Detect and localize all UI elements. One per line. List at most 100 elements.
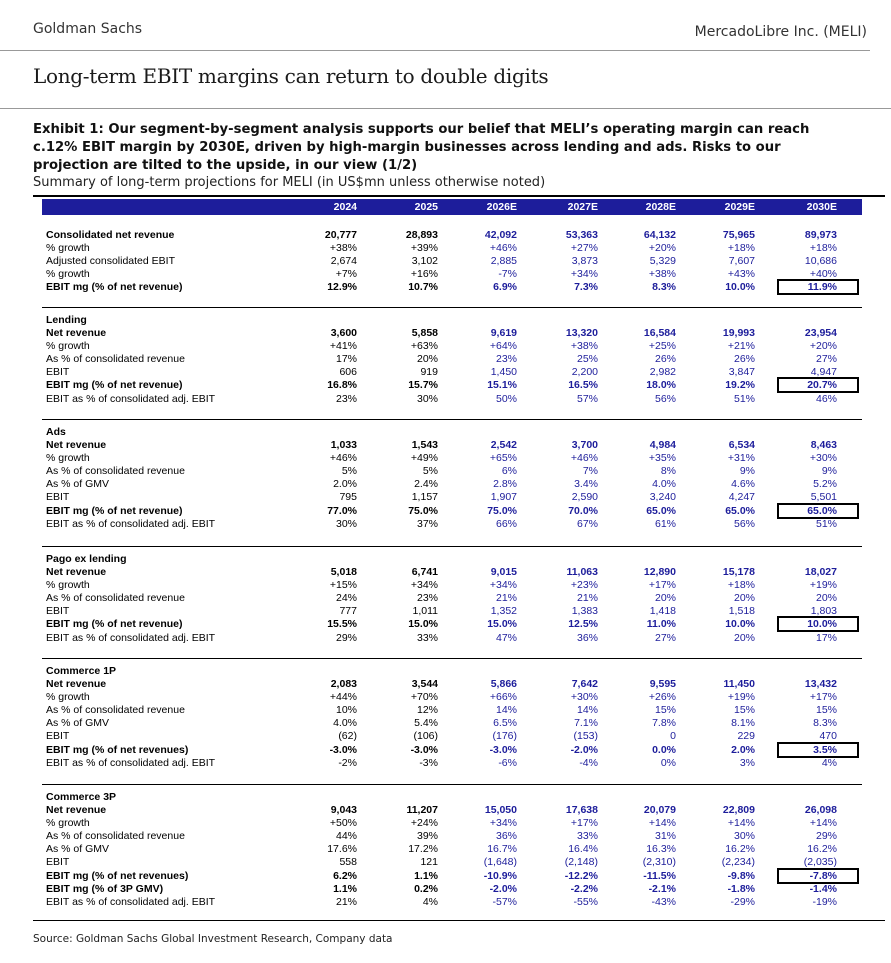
table-cell: +63% — [410, 340, 438, 353]
table-cell: +70% — [410, 691, 438, 704]
table-cell: +38% — [329, 242, 357, 255]
row-label: % growth — [46, 340, 90, 353]
section-divider — [42, 307, 862, 308]
table-bottom-rule — [33, 920, 885, 921]
table-cell: 19,993 — [722, 327, 755, 339]
table-cell: 1,352 — [490, 605, 517, 618]
table-cell: -3.0% — [489, 743, 517, 756]
table-row: Consolidated net revenue 20,777 28,893 42,0… — [42, 229, 862, 242]
table-cell: +16% — [410, 268, 438, 281]
table-cell: 5,858 — [411, 327, 438, 339]
table-cell: 7.3% — [574, 281, 598, 294]
row-label: EBIT — [46, 856, 70, 869]
table-row: EBIT mg (% of net revenue) 16.8% 15.7% 15.1… — [42, 379, 862, 392]
table-cell: 3% — [739, 756, 755, 769]
section-title: Ads — [42, 425, 862, 439]
table-cell: 20% — [815, 592, 837, 605]
table-row: EBIT as % of consolidated adj. EBIT -2% -3… — [42, 757, 862, 770]
table-cell: 5.4% — [414, 717, 438, 730]
table-cell: +41% — [329, 340, 357, 353]
row-label: Net revenue — [46, 804, 107, 816]
table-cell: +18% — [727, 579, 755, 592]
table-cell: +17% — [648, 579, 676, 592]
table-cell: 3,240 — [649, 491, 676, 504]
table-cell: -43% — [651, 895, 676, 908]
table-cell: +38% — [648, 268, 676, 281]
report-header: Goldman Sachs MercadoLibre Inc. (MELI) — [0, 0, 891, 50]
table-row: Net revenue 9,043 11,207 15,050 17,638 20,079… — [42, 804, 862, 817]
table-row: EBIT 606 919 1,450 2,200 2,982 3,847 4,947 — [42, 366, 862, 379]
row-label: % growth — [46, 268, 90, 281]
table-cell: 65.0% — [807, 504, 837, 517]
table-cell: 9,595 — [649, 678, 676, 690]
table-row: EBIT mg (% of net revenue) 77.0% 75.0% 75.0… — [42, 505, 862, 518]
table-cell: 67% — [576, 517, 598, 530]
highlight-box — [777, 741, 859, 758]
table-cell: 2.4% — [414, 478, 438, 491]
table-header-row: 2024 2025 2026E 2027E 2028E 2029E 2030E — [42, 199, 862, 215]
table-cell: +35% — [648, 452, 676, 465]
table-cell: 26% — [654, 353, 676, 366]
table-cell: -29% — [730, 895, 755, 908]
table-cell: 1.1% — [333, 882, 357, 895]
table-cell: -3.0% — [329, 743, 357, 756]
table-cell: 5,018 — [330, 566, 357, 578]
header-divider — [0, 50, 870, 51]
table-cell: 10.0% — [725, 618, 755, 631]
table-row: EBIT mg (% of net revenue) 15.5% 15.0% 15.0… — [42, 618, 862, 631]
table-cell: +17% — [570, 817, 598, 830]
row-label: EBIT mg (% of 3P GMV) — [46, 882, 164, 895]
column-header-2027e: 2027E — [567, 201, 598, 213]
table-cell: 4,247 — [728, 491, 755, 504]
row-label: EBIT mg (% of net revenue) — [46, 618, 183, 631]
column-header-2026e: 2026E — [486, 201, 517, 213]
table-cell: 13,320 — [565, 327, 598, 339]
table-cell: +14% — [809, 817, 837, 830]
table-cell: -57% — [492, 895, 517, 908]
table-cell: 4% — [821, 756, 837, 769]
row-label: Net revenue — [46, 566, 107, 578]
table-cell: 16.5% — [568, 379, 598, 392]
section-divider — [42, 784, 862, 785]
table-cell: 17% — [335, 353, 357, 366]
section-title-label: Ads — [46, 426, 66, 438]
table-cell: 65.0% — [646, 504, 676, 517]
row-label: % growth — [46, 452, 90, 465]
table-cell: 50% — [495, 392, 517, 405]
section-title-label: Commerce 1P — [46, 665, 117, 677]
table-cell: 12.9% — [327, 281, 357, 294]
table-cell: +26% — [648, 691, 676, 704]
table-cell: 15% — [654, 704, 676, 717]
table-cell: (153) — [573, 730, 598, 743]
table-cell: -2% — [338, 756, 357, 769]
table-cell: 14% — [495, 704, 517, 717]
row-label: EBIT mg (% of net revenue) — [46, 281, 183, 294]
table-row: EBIT mg (% of 3P GMV) 1.1% 0.2% -2.0% -2.2% -… — [42, 883, 862, 896]
highlight-box — [777, 502, 859, 519]
section-title-label: Commerce 3P — [46, 791, 117, 803]
row-label: As % of GMV — [46, 478, 110, 491]
row-label: EBIT as % of consolidated adj. EBIT — [46, 895, 216, 908]
table-cell: +20% — [809, 340, 837, 353]
table-cell: 7.1% — [574, 717, 598, 730]
table-cell: 6% — [501, 465, 517, 478]
table-cell: 2,590 — [571, 491, 598, 504]
table-cell: 15,050 — [484, 804, 517, 816]
table-cell: 1,157 — [411, 491, 438, 504]
table-cell: 20% — [733, 592, 755, 605]
table-cell: 53,363 — [565, 229, 598, 241]
table-cell: 5% — [341, 465, 357, 478]
table-cell: 3,847 — [728, 366, 755, 379]
table-cell: 919 — [420, 366, 438, 379]
company-name: MercadoLibre Inc. (MELI) — [694, 24, 867, 40]
table-cell: 3.4% — [574, 478, 598, 491]
table-cell: -9.8% — [727, 869, 755, 882]
table-row: % growth +15% +34% +34% +23% +17% +18% +19% — [42, 579, 862, 592]
table-cell: 11.0% — [646, 618, 676, 631]
table-cell: 7.8% — [652, 717, 676, 730]
exhibit-subtitle: Summary of long-term projections for MEL… — [33, 175, 546, 190]
source-note: Source: Goldman Sachs Global Investment … — [33, 933, 393, 945]
row-label: EBIT — [46, 605, 70, 618]
table-cell: (106) — [413, 730, 438, 743]
table-cell: (1,648) — [483, 856, 517, 869]
